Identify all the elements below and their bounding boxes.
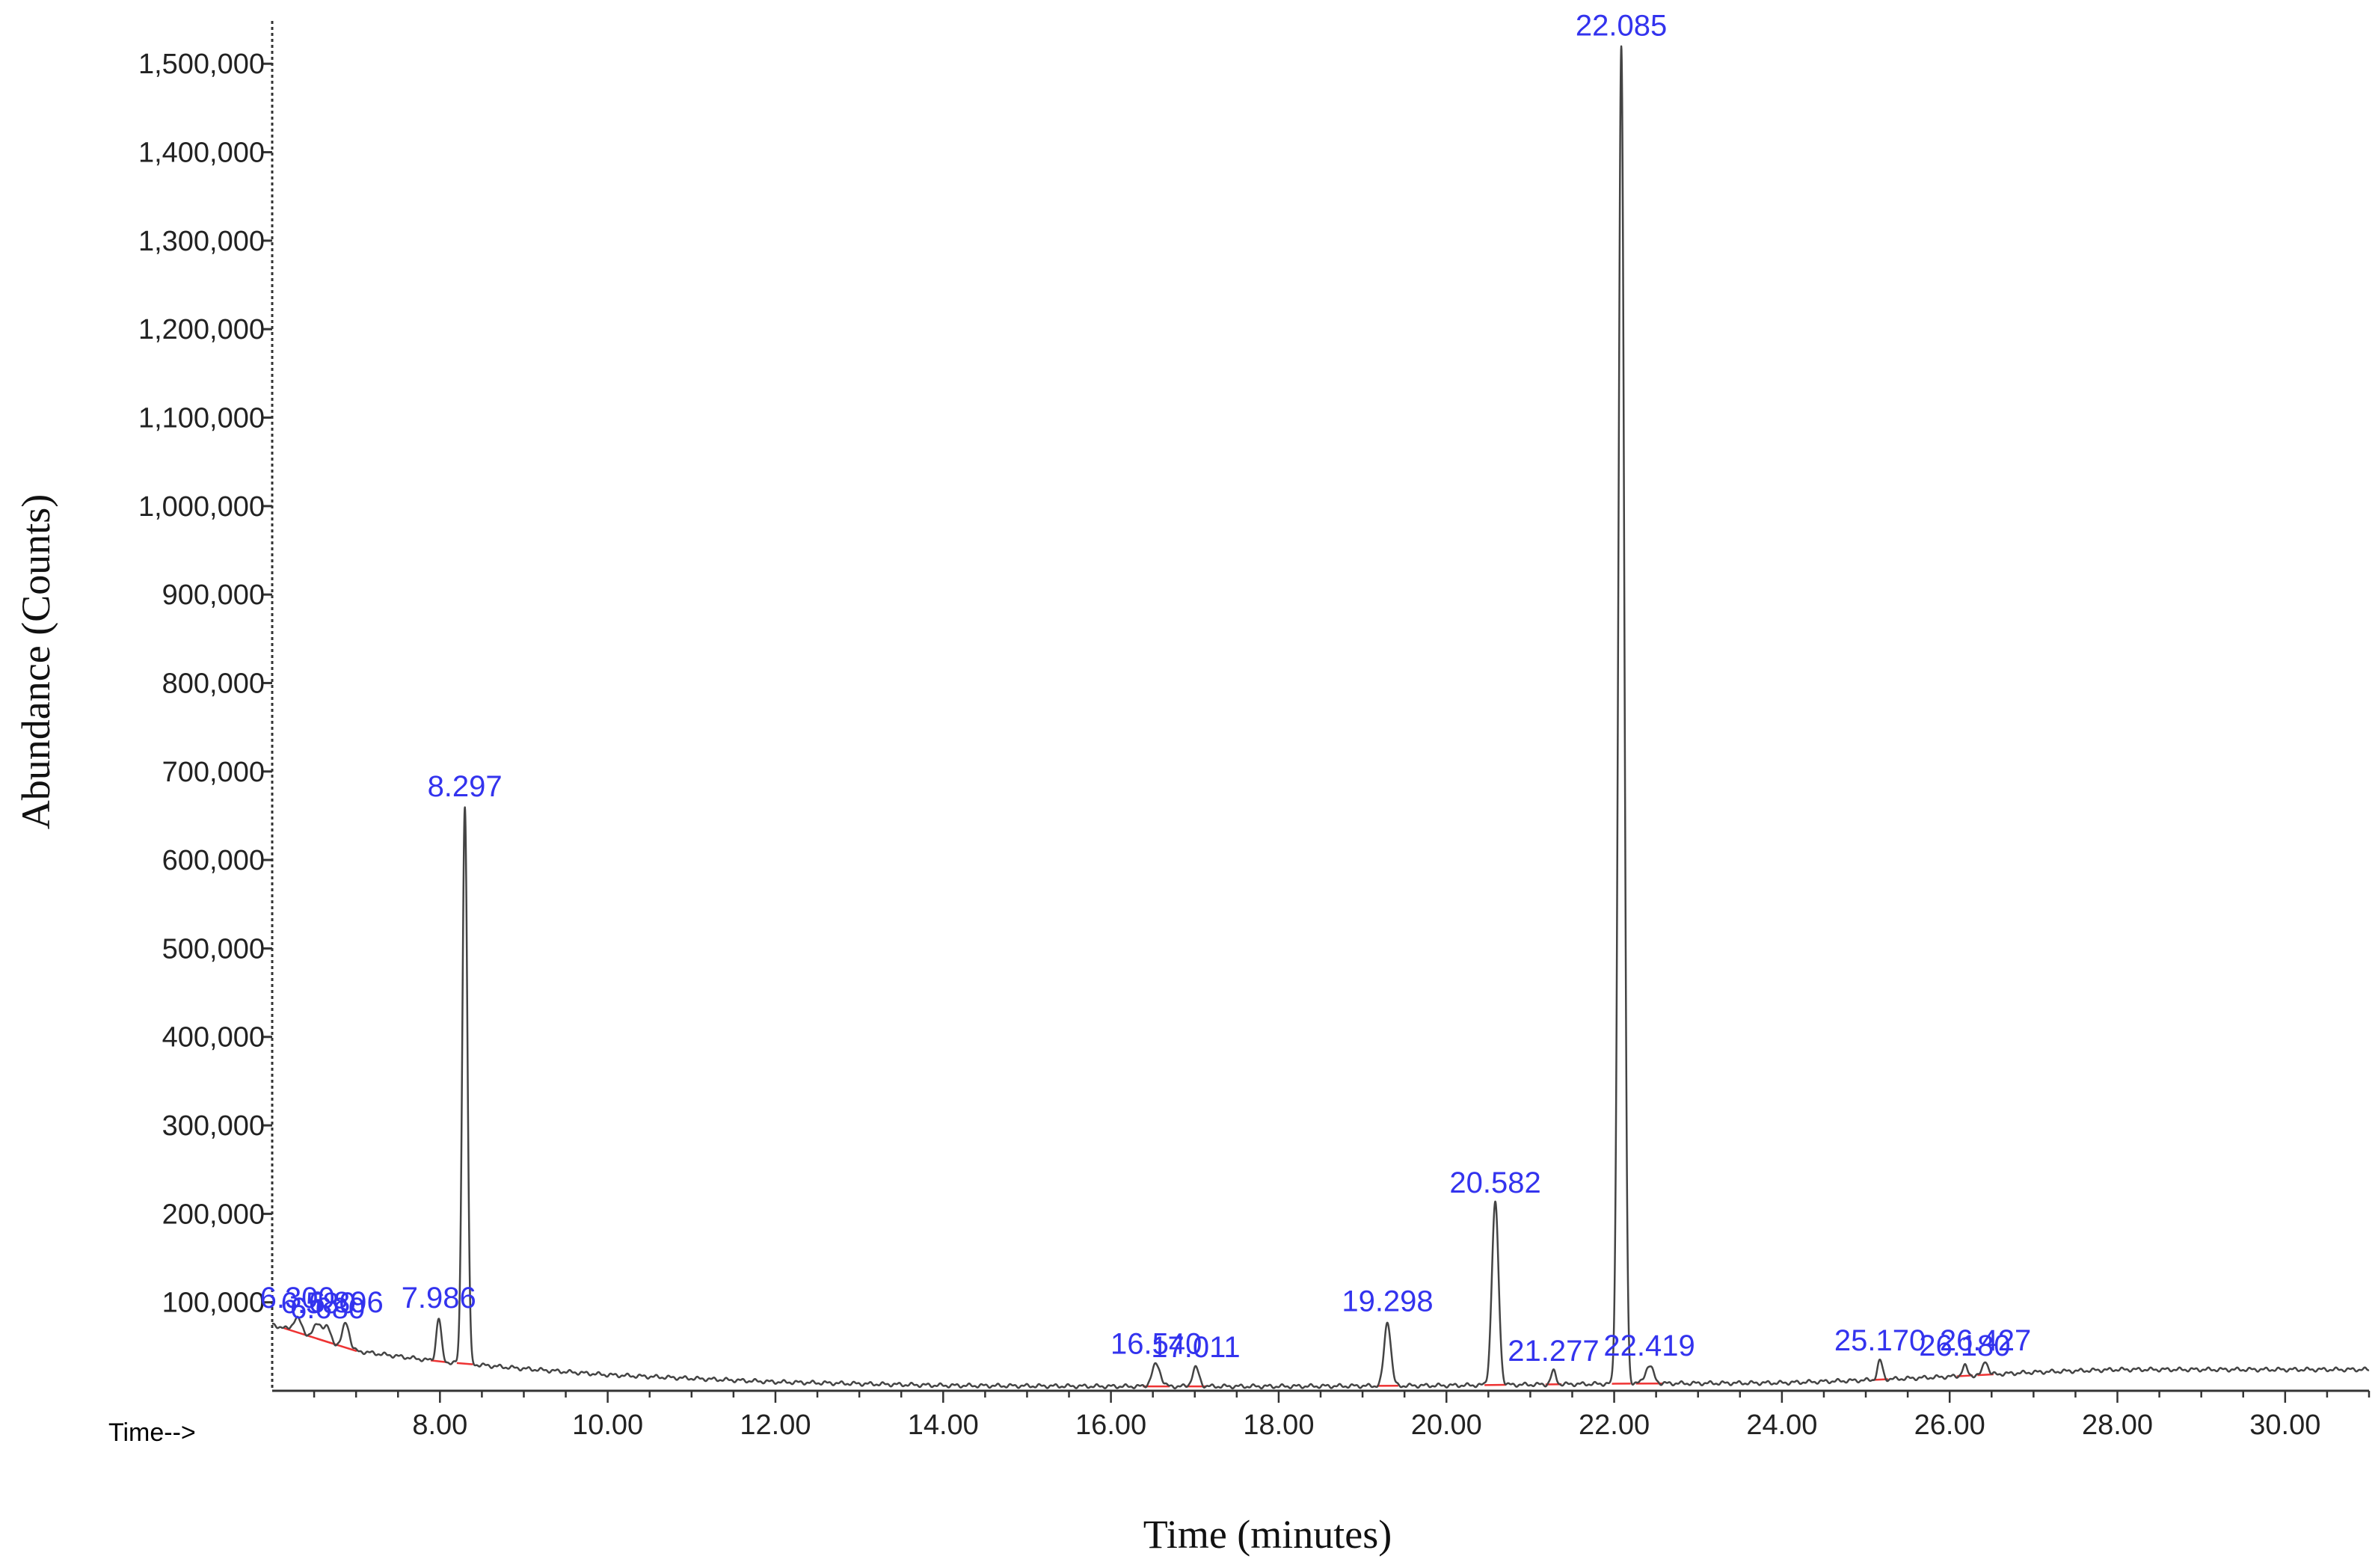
- peak-label: 21.277: [1508, 1335, 1599, 1368]
- y-tick-label: 300,000: [162, 1110, 265, 1142]
- x-axis-ticks: 8.00 10.00 12.00 14.00 16.00 18.00 20.00 22.00 2…: [313, 1391, 2371, 1441]
- peak-label: 6.580: [281, 1287, 356, 1320]
- y-tick-label: 200,000: [162, 1199, 265, 1230]
- x-tick-label: 26.00: [1914, 1409, 1985, 1441]
- x-tick-label: 12.00: [740, 1409, 811, 1441]
- peak-baseline: [430, 1359, 447, 1363]
- y-axis-title: Abundance (Counts): [13, 494, 58, 829]
- x-tick-label: 8.00: [412, 1409, 467, 1441]
- peak-label: 6.896: [309, 1286, 384, 1319]
- peak-label: 19.298: [1342, 1285, 1433, 1318]
- peak-label: 25.170: [1834, 1324, 1926, 1357]
- x-tick-label: 14.00: [908, 1409, 979, 1441]
- y-tick-label: 600,000: [162, 845, 265, 876]
- peak-label: 8.297: [428, 770, 503, 803]
- y-tick-label: 500,000: [162, 933, 265, 965]
- peak-label: 16.540: [1110, 1328, 1202, 1361]
- x-tick-label: 18.00: [1243, 1409, 1314, 1441]
- time-axis-marker: Time-->: [108, 1418, 196, 1447]
- peak-label: 6.680: [290, 1292, 365, 1325]
- peak-label: 7.986: [402, 1282, 476, 1315]
- y-tick-label: 900,000: [162, 579, 265, 611]
- y-tick-label: 1,100,000: [138, 403, 265, 434]
- peak-label: 26.427: [1940, 1324, 2031, 1357]
- x-tick-label: 24.00: [1746, 1409, 1817, 1441]
- y-tick-label: 100,000: [162, 1288, 265, 1319]
- x-tick-label: 10.00: [572, 1409, 643, 1441]
- chromatogram-trace: [271, 45, 2370, 1390]
- peak-baseline: [334, 1343, 357, 1353]
- y-tick-label: 1,300,000: [138, 226, 265, 257]
- x-tick-label: 16.00: [1075, 1409, 1146, 1441]
- x-tick-label: 30.00: [2249, 1409, 2320, 1441]
- y-tick-label: 1,000,000: [138, 491, 265, 523]
- peak-label: 6.300: [260, 1282, 335, 1315]
- y-tick-label: 700,000: [162, 757, 265, 788]
- x-axis-title: Time (minutes): [1143, 1512, 1392, 1557]
- x-tick-label: 28.00: [2082, 1409, 2153, 1441]
- y-tick-label: 400,000: [162, 1022, 265, 1054]
- peak-label: 26.180: [1919, 1329, 2010, 1362]
- peak-label: 20.582: [1449, 1166, 1540, 1199]
- y-axis-ticks: 100,000 200,000 300,000 400,000 500,000 600,0…: [138, 49, 272, 1319]
- y-tick-label: 1,500,000: [138, 49, 265, 80]
- y-tick-label: 1,400,000: [138, 138, 265, 169]
- peak-label: 17.011: [1151, 1331, 1240, 1364]
- peak-label: 22.085: [1576, 10, 1667, 43]
- y-tick-label: 800,000: [162, 668, 265, 699]
- peak-label: 22.419: [1603, 1329, 1695, 1362]
- x-tick-label: 20.00: [1411, 1409, 1482, 1441]
- y-tick-label: 1,200,000: [138, 314, 265, 345]
- x-tick-label: 22.00: [1579, 1409, 1650, 1441]
- peak-baseline: [456, 1362, 473, 1365]
